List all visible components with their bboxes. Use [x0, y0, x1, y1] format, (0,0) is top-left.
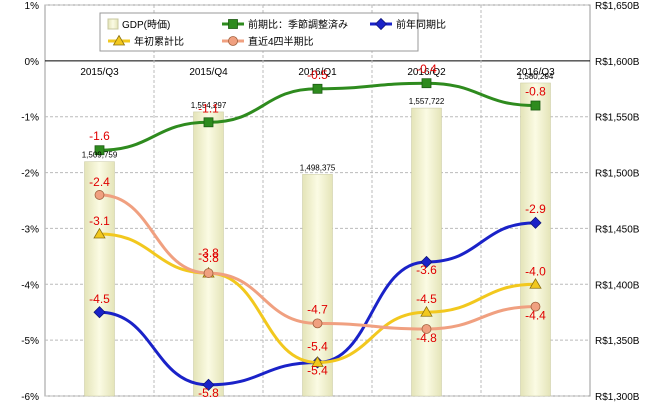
series-value-label: -4.5: [416, 292, 437, 306]
bar-value-label: 1,554,297: [191, 101, 227, 110]
bar-value-label: 1,580,204: [518, 72, 554, 81]
bar: [84, 161, 115, 397]
series-value-label: -4.5: [89, 292, 110, 306]
point-marker: [420, 255, 433, 269]
series-value-label: -0.4: [416, 62, 437, 76]
point-marker: [94, 190, 105, 200]
left-axis-tick: -5%: [21, 336, 39, 347]
left-axis-tick: -3%: [21, 224, 39, 235]
series-value-label: -4.7: [307, 302, 328, 316]
point-marker: [374, 17, 388, 31]
data-labels: 1,509,759 1,554,297 1,498,375 1,557,722 1,58…: [82, 62, 554, 400]
series-value-label: -5.4: [307, 339, 328, 353]
series-value-label: -2.4: [89, 175, 110, 189]
legend-label: 前年同期比: [396, 18, 446, 31]
right-axis-tick: R$1,300B: [595, 392, 640, 402]
series-value-label: -3.8: [198, 246, 219, 260]
bar-value-label: 1,498,375: [300, 163, 336, 172]
legend-swatch-bar: [107, 18, 119, 30]
left-axis-tick: -4%: [21, 280, 39, 291]
series-value-label: -1.6: [89, 129, 110, 143]
point-marker: [93, 306, 106, 319]
series-value-label: -1.1: [198, 101, 219, 115]
series-line: [99, 193, 536, 331]
point-marker: [203, 117, 214, 128]
left-axis-tick: 1%: [25, 1, 40, 12]
point-marker: [228, 19, 238, 29]
point-marker: [530, 301, 541, 312]
line-series: [93, 78, 542, 391]
series-value-label: -5.8: [198, 386, 219, 400]
series-value-label: -5.4: [307, 363, 328, 377]
bar: [520, 82, 551, 397]
point-marker: [421, 324, 432, 334]
bar: [193, 111, 224, 397]
legend-label: GDP(時価): [122, 18, 170, 31]
left-axis-tick: -6%: [21, 392, 39, 402]
bar-value-label: 1,557,722: [409, 97, 445, 106]
right-axis-tick: R$1,450B: [595, 224, 640, 235]
point-marker: [93, 227, 106, 239]
right-axis-tick: R$1,400B: [595, 280, 640, 291]
legend-label: 年初累計比: [134, 35, 184, 48]
point-marker: [94, 145, 105, 156]
point-marker: [420, 305, 433, 317]
point-marker: [421, 78, 432, 89]
category-label: 2016/Q2: [407, 67, 446, 78]
category-label: 2016/Q1: [298, 67, 337, 78]
legend-label: 前期比：季節調整済み: [248, 18, 348, 31]
series-value-label: -3.8: [198, 251, 219, 265]
category-label: 2016/Q3: [516, 67, 555, 78]
series-value-label: -3.6: [416, 263, 437, 277]
series-value-label: -4.0: [525, 264, 546, 278]
bar-value-label: 1,509,759: [82, 151, 118, 160]
bar: [411, 107, 442, 397]
left-axis-tick: -1%: [21, 113, 39, 124]
point-marker: [312, 318, 323, 329]
right-axis-tick: R$1,500B: [595, 169, 640, 180]
legend-box: [99, 12, 419, 52]
point-marker: [112, 34, 126, 46]
point-marker: [228, 36, 238, 46]
point-marker: [529, 277, 542, 289]
point-marker: [529, 216, 542, 229]
right-axis-tick: R$1,650B: [595, 1, 640, 12]
series-value-label: -3.1: [89, 214, 110, 228]
axes: 1% 0% -1% -2% -3% -4% -5% -6% R$1,650B R$1,600B R$…: [21, 1, 640, 402]
series-value-label: -0.8: [525, 85, 546, 99]
left-axis-tick: 0%: [25, 57, 40, 68]
category-label: 2015/Q3: [80, 67, 119, 78]
series-value-label: -4.8: [416, 331, 437, 345]
right-axis-tick: R$1,550B: [595, 113, 640, 124]
point-marker: [312, 83, 323, 94]
legend-label: 直近4四半期比: [248, 35, 314, 48]
point-marker: [530, 100, 541, 111]
left-axis-tick: -2%: [21, 169, 39, 180]
point-marker: [203, 268, 214, 279]
point-marker: [311, 356, 324, 367]
right-axis-tick: R$1,600B: [595, 57, 640, 68]
series-value-label: -0.5: [307, 68, 328, 82]
series-value-label: -4.4: [525, 309, 546, 323]
right-axis-tick: R$1,350B: [595, 336, 640, 347]
series-line: [99, 232, 536, 364]
category-label: 2015/Q4: [189, 67, 228, 78]
point-marker: [202, 378, 215, 391]
series-value-label: -2.9: [525, 202, 546, 216]
